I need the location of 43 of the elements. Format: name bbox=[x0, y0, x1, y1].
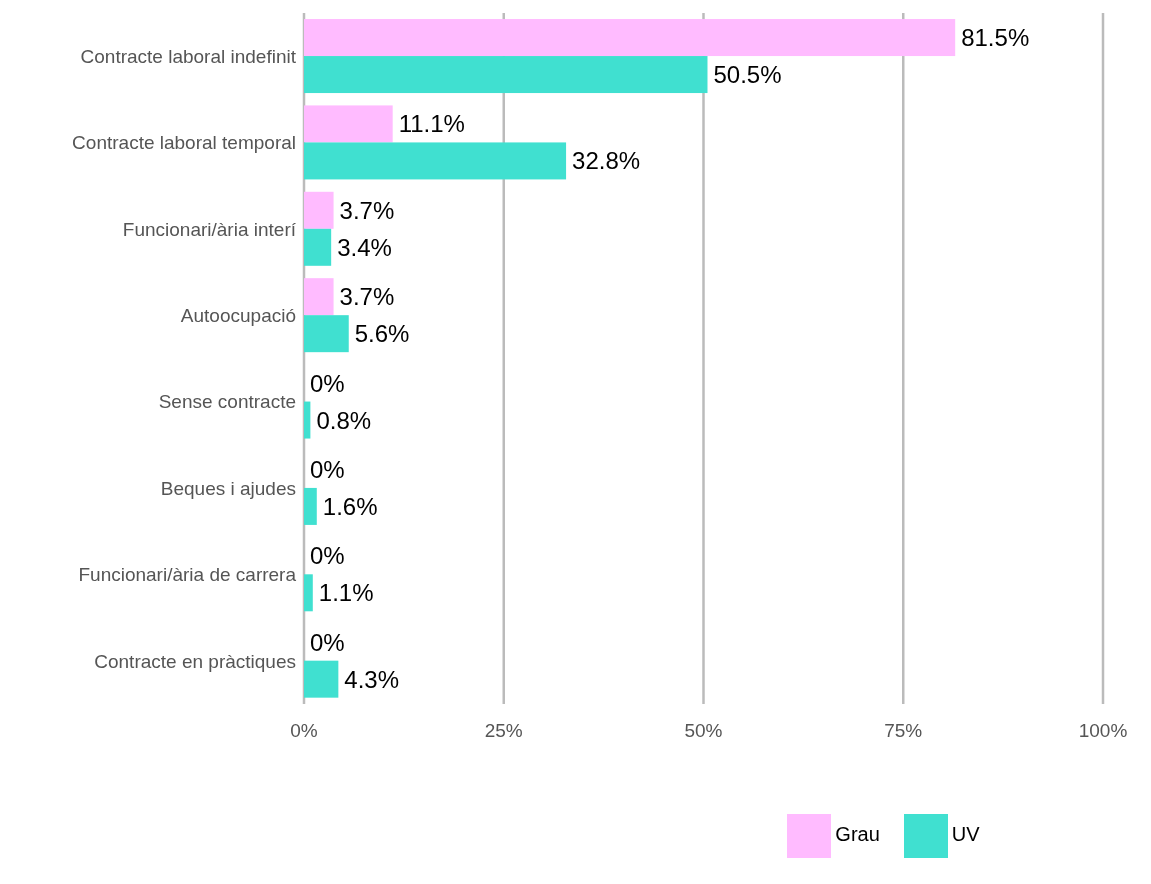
data-label: 3.4% bbox=[337, 233, 392, 261]
y-tick-label: Contracte en pràctiques bbox=[94, 650, 296, 672]
y-tick-label: Contracte laboral indefinit bbox=[80, 45, 297, 67]
bar bbox=[304, 278, 334, 316]
data-label: 4.3% bbox=[344, 665, 400, 693]
x-tick-label: 75% bbox=[884, 720, 923, 742]
x-tick-label: 25% bbox=[484, 720, 523, 742]
bar bbox=[304, 660, 339, 698]
data-label: 50.5% bbox=[713, 61, 782, 89]
x-tick-label: 100% bbox=[1078, 720, 1128, 742]
y-tick-label: Autoocupació bbox=[180, 305, 296, 327]
bar bbox=[304, 574, 313, 612]
data-label: 3.7% bbox=[339, 196, 395, 224]
y-tick-label: Contracte laboral temporal bbox=[72, 132, 296, 154]
data-label: 3.7% bbox=[339, 283, 395, 311]
bar bbox=[304, 401, 311, 439]
data-label: 0% bbox=[310, 628, 345, 656]
data-label: 1.1% bbox=[318, 579, 374, 607]
bar bbox=[304, 315, 349, 353]
y-tick-label: Funcionari/ària interí bbox=[122, 218, 297, 240]
legend-label: UV bbox=[951, 823, 980, 846]
bar bbox=[304, 56, 708, 94]
legend-label: Grau bbox=[835, 823, 880, 846]
y-tick-label: Beques i ajudes bbox=[160, 477, 296, 499]
bar bbox=[304, 19, 956, 57]
data-label: 0% bbox=[310, 542, 345, 570]
bar bbox=[304, 487, 317, 525]
bar bbox=[304, 142, 567, 180]
y-tick-label: Sense contracte bbox=[158, 391, 296, 413]
data-label: 0% bbox=[310, 455, 345, 483]
x-tick-label: 0% bbox=[290, 720, 318, 742]
x-tick-label: 50% bbox=[684, 720, 723, 742]
data-label: 1.6% bbox=[322, 492, 378, 520]
y-tick-label: Funcionari/ària de carrera bbox=[78, 564, 297, 586]
data-label: 32.8% bbox=[572, 147, 641, 175]
data-label: 0.8% bbox=[316, 406, 372, 434]
data-label: 5.6% bbox=[354, 320, 410, 348]
bar bbox=[304, 228, 332, 266]
data-label: 11.1% bbox=[398, 110, 465, 138]
bar bbox=[304, 191, 334, 229]
bar bbox=[304, 105, 393, 143]
data-label: 0% bbox=[310, 369, 345, 397]
data-label: 81.5% bbox=[961, 24, 1030, 52]
